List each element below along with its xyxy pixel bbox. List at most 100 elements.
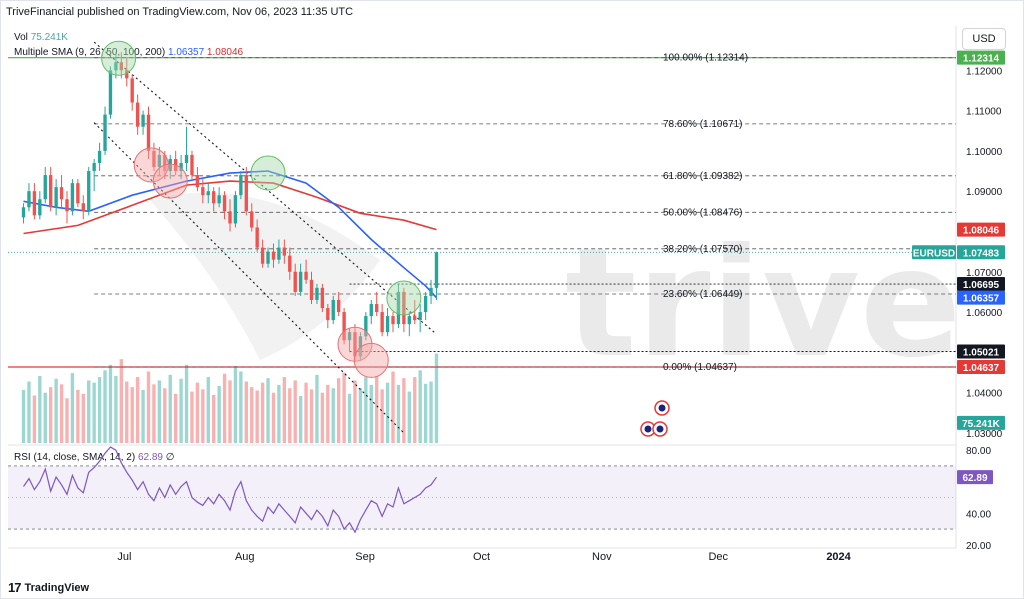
- candle-body: [27, 191, 31, 208]
- candle-body: [195, 175, 200, 188]
- circle-marker: [250, 155, 286, 191]
- volume-bar: [81, 393, 85, 443]
- volume-bar: [43, 392, 47, 443]
- candle-body: [255, 227, 259, 248]
- candle-body: [76, 183, 80, 204]
- candle-body: [277, 247, 281, 260]
- currency-button[interactable]: USD: [962, 28, 1006, 50]
- price-badge: [957, 222, 1005, 237]
- price-badge-label: 1.12314: [963, 54, 1000, 65]
- volume-bar: [184, 364, 189, 443]
- candle-body: [119, 62, 124, 71]
- volume-bar: [141, 389, 145, 443]
- event-flag-icon-center: [658, 404, 666, 412]
- candle-body: [288, 255, 292, 272]
- candle-body: [179, 162, 183, 172]
- candle-body: [266, 251, 270, 264]
- rsi-value-legend: 62.89: [137, 452, 163, 463]
- candle-body: [59, 187, 64, 200]
- volume-bar: [130, 387, 134, 443]
- candle-body: [38, 199, 42, 216]
- candle-body: [184, 154, 189, 163]
- candle-body: [168, 158, 172, 172]
- volume-bar: [212, 394, 216, 443]
- candle-body: [342, 312, 346, 341]
- volume-bar: [277, 384, 281, 443]
- candle-body: [146, 114, 151, 151]
- volume-bar: [152, 384, 156, 443]
- circle-marker: [337, 326, 373, 362]
- candle-body: [163, 154, 167, 172]
- volume-bar: [239, 371, 243, 443]
- candle-body: [434, 252, 439, 288]
- volume-bar: [38, 375, 42, 443]
- candle-body: [190, 154, 194, 176]
- volume-bar: [97, 377, 102, 443]
- volume-bar: [391, 371, 395, 443]
- volume-bar: [59, 384, 64, 443]
- circle-marker: [101, 40, 137, 76]
- volume-bar: [70, 373, 75, 443]
- volume-bar: [146, 371, 151, 443]
- candle-body: [206, 191, 210, 196]
- candle-body: [298, 271, 303, 292]
- candle-body: [54, 187, 58, 208]
- trend-line: [93, 41, 437, 335]
- candle-body: [152, 150, 156, 168]
- fib-level-label: 38.20% (1.07570): [663, 244, 743, 255]
- sma-value-1: 1.06357: [167, 47, 205, 58]
- volume-bar: [103, 370, 107, 443]
- sma-100-line: [23, 180, 437, 235]
- y-tick-label: 1.06000: [966, 308, 1003, 319]
- price-badge: [957, 359, 1005, 374]
- rsi-badge-label: 62.89: [962, 473, 987, 484]
- volume-bar: [250, 387, 254, 443]
- x-tick-label: Nov: [592, 551, 612, 563]
- volume-bar: [288, 388, 292, 443]
- price-badge-label: 1.06357: [963, 294, 1000, 305]
- price-badge: [957, 277, 1005, 292]
- volume-bar: [315, 374, 319, 443]
- rsi-tick-label: 40.00: [966, 509, 991, 520]
- candle-body: [429, 287, 433, 296]
- volume-bar: [429, 381, 433, 443]
- fib-level-label: 100.00% (1.12314): [663, 53, 748, 64]
- volume-bar: [173, 393, 178, 443]
- footer-brand[interactable]: 17 TradingView: [8, 580, 89, 595]
- candle-body: [21, 207, 26, 218]
- candle-body: [396, 291, 401, 325]
- candle-body: [244, 175, 248, 212]
- symbol-tag: [912, 245, 956, 260]
- volume-bar: [157, 380, 162, 443]
- event-flag-icon-center: [644, 425, 652, 433]
- candle-body: [364, 316, 368, 337]
- candle-body: [65, 199, 69, 212]
- candle-body: [380, 312, 384, 333]
- candle-body: [233, 195, 238, 224]
- candle-body: [413, 316, 417, 321]
- price-badge-label: 1.05021: [963, 348, 1000, 359]
- volume-bar: [114, 375, 118, 443]
- volume-bar: [266, 378, 270, 443]
- candle-body: [212, 191, 216, 204]
- volume-bar: [87, 380, 91, 443]
- sma-label: Multiple SMA (9, 26, 50, 100, 200): [14, 47, 166, 58]
- volume-bar: [179, 378, 183, 443]
- candle-body: [130, 78, 134, 103]
- volume-bar: [385, 382, 390, 443]
- volume-bar: [65, 398, 69, 443]
- volume-bar: [342, 372, 346, 443]
- candle-body: [260, 247, 265, 264]
- candle-body: [309, 279, 314, 300]
- fib-level-label: 78.60% (1.10671): [663, 119, 743, 130]
- y-tick-label: 1.09000: [966, 187, 1003, 198]
- volume-bar: [293, 380, 297, 443]
- volume-bar: [255, 390, 259, 443]
- candle-body: [358, 336, 363, 357]
- candle-body: [32, 191, 37, 216]
- volume-bar: [201, 389, 205, 443]
- price-badge-label: 1.08046: [963, 226, 1000, 237]
- volume-bar: [260, 382, 265, 443]
- candle-body: [250, 211, 254, 228]
